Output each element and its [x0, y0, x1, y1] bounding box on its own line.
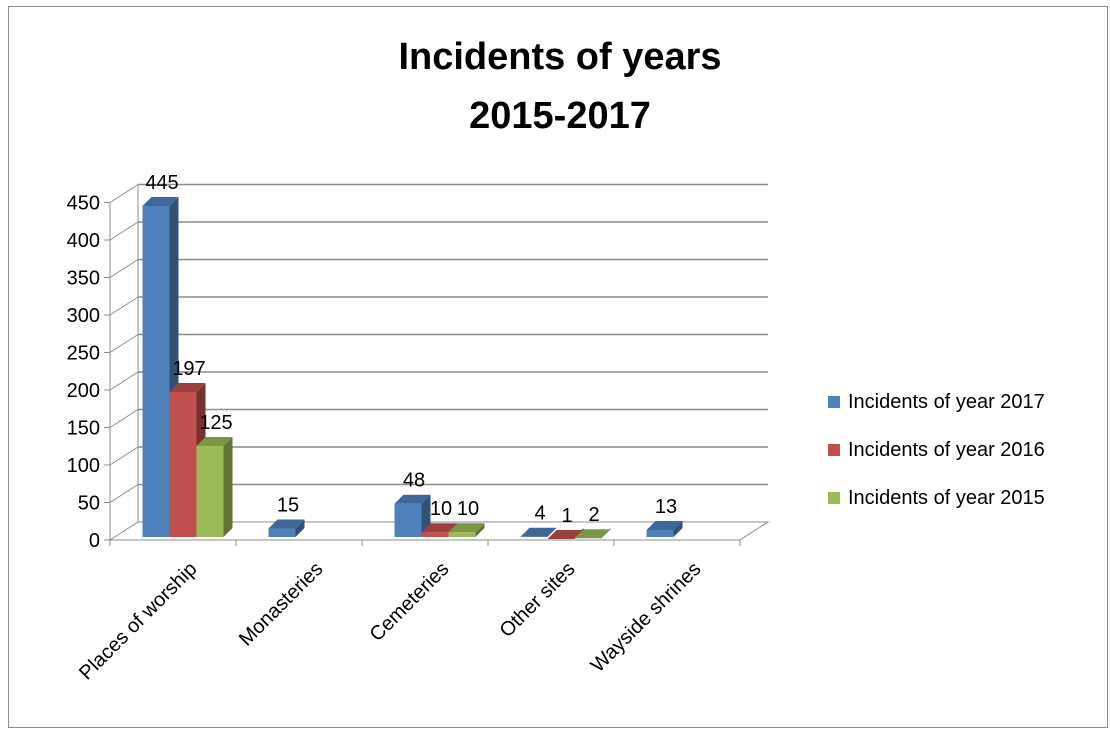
legend-item-2015: Incidents of year 2015	[828, 474, 1045, 522]
y-tick-label: 300	[67, 305, 100, 327]
bar	[268, 528, 296, 537]
y-tick-label: 50	[78, 493, 100, 515]
gridline-side	[109, 296, 139, 316]
x-tick-label: Places of worship	[75, 558, 201, 684]
bar	[169, 391, 197, 537]
bar-side	[475, 523, 485, 537]
data-label: 15	[277, 494, 299, 516]
bar-side	[673, 520, 683, 537]
legend-label-2017: Incidents of year 2017	[848, 390, 1045, 413]
gridline-side	[109, 259, 139, 278]
bar	[142, 205, 170, 537]
bar-top	[547, 529, 584, 539]
gridline-side	[109, 484, 139, 503]
data-label: 445	[145, 172, 178, 194]
chart-frame	[8, 6, 1108, 728]
y-tick-label: 350	[67, 268, 100, 290]
legend-swatch-2016	[828, 444, 840, 456]
gridline-side	[109, 446, 139, 466]
y-tick-label: 100	[67, 455, 100, 477]
legend-swatch-2017	[828, 396, 840, 408]
bar-top	[520, 527, 557, 537]
bar-top	[394, 494, 431, 504]
x-tick-label: Wayside shrines	[587, 558, 706, 677]
chart-title-line2: 2015-2017	[469, 95, 651, 137]
bar-top	[268, 519, 305, 529]
bar-top	[421, 523, 458, 533]
y-tick-label: 200	[67, 380, 100, 402]
bar-side	[547, 527, 557, 537]
bar-side	[223, 436, 233, 537]
y-tick-label: 0	[89, 530, 100, 552]
legend-swatch-2015	[828, 492, 840, 504]
data-label: 2	[588, 504, 599, 526]
data-label: 10	[457, 498, 479, 520]
data-label: 4	[534, 503, 545, 525]
y-tick-label: 250	[67, 343, 100, 365]
data-label: 197	[172, 358, 205, 380]
y-tick-label: 400	[67, 230, 100, 252]
bar-top	[169, 382, 206, 392]
gridline-side	[109, 221, 139, 241]
bar-top	[448, 523, 485, 533]
bar-side	[295, 519, 305, 537]
chart-legend: Incidents of year 2017 Incidents of year…	[828, 378, 1045, 522]
data-label: 13	[655, 496, 677, 518]
legend-item-2016: Incidents of year 2016	[828, 426, 1045, 474]
chart-title-line1: Incidents of years	[398, 36, 722, 78]
bar-top	[646, 520, 683, 530]
gridline-side	[109, 184, 139, 203]
bar	[196, 445, 224, 537]
bar-top	[574, 529, 611, 539]
x-tick-label: Monasteries	[235, 558, 328, 651]
bar	[394, 503, 422, 537]
y-tick-label: 150	[67, 418, 100, 440]
bar-top	[196, 436, 233, 446]
data-label: 10	[430, 498, 452, 520]
data-label: 125	[199, 412, 232, 434]
bar	[646, 529, 674, 537]
gridline-side	[109, 371, 139, 391]
y-tick-label: 450	[67, 193, 100, 215]
x-tick-label: Cemeteries	[366, 558, 454, 646]
gridline-side	[109, 409, 139, 428]
bar-top	[142, 196, 179, 206]
legend-label-2015: Incidents of year 2015	[848, 486, 1045, 509]
x-tick-label: Other sites	[496, 558, 580, 642]
data-label: 48	[403, 470, 425, 492]
gridline-side	[109, 334, 139, 353]
bar	[421, 532, 449, 537]
bar	[448, 532, 476, 537]
legend-label-2016: Incidents of year 2016	[848, 438, 1045, 461]
legend-item-2017: Incidents of year 2017	[828, 378, 1045, 426]
data-label: 1	[561, 505, 572, 527]
